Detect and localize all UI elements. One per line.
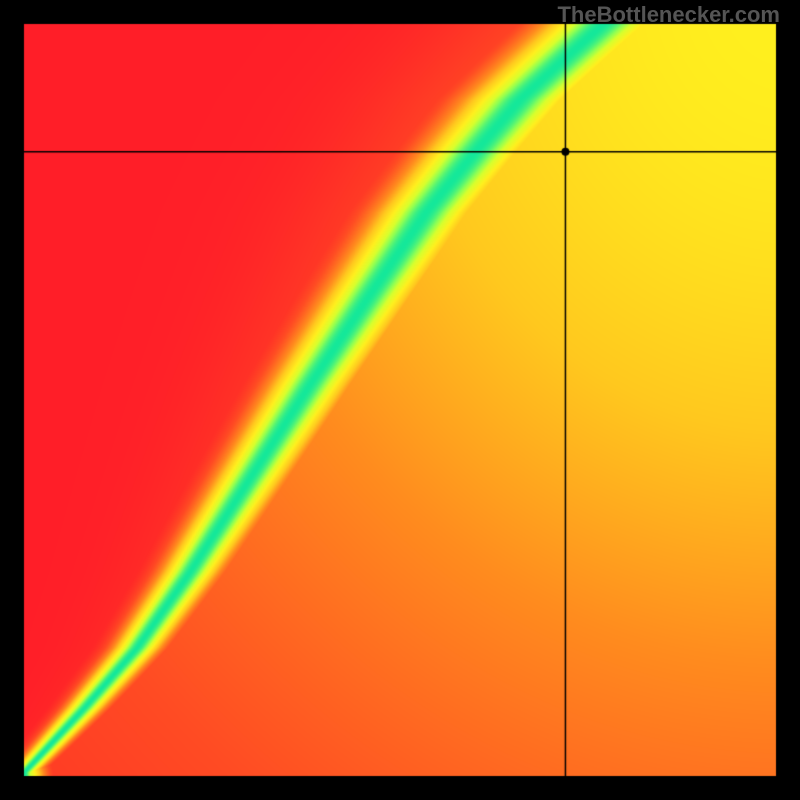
chart-container: TheBottlenecker.com — [0, 0, 800, 800]
bottleneck-heatmap-canvas — [0, 0, 800, 800]
